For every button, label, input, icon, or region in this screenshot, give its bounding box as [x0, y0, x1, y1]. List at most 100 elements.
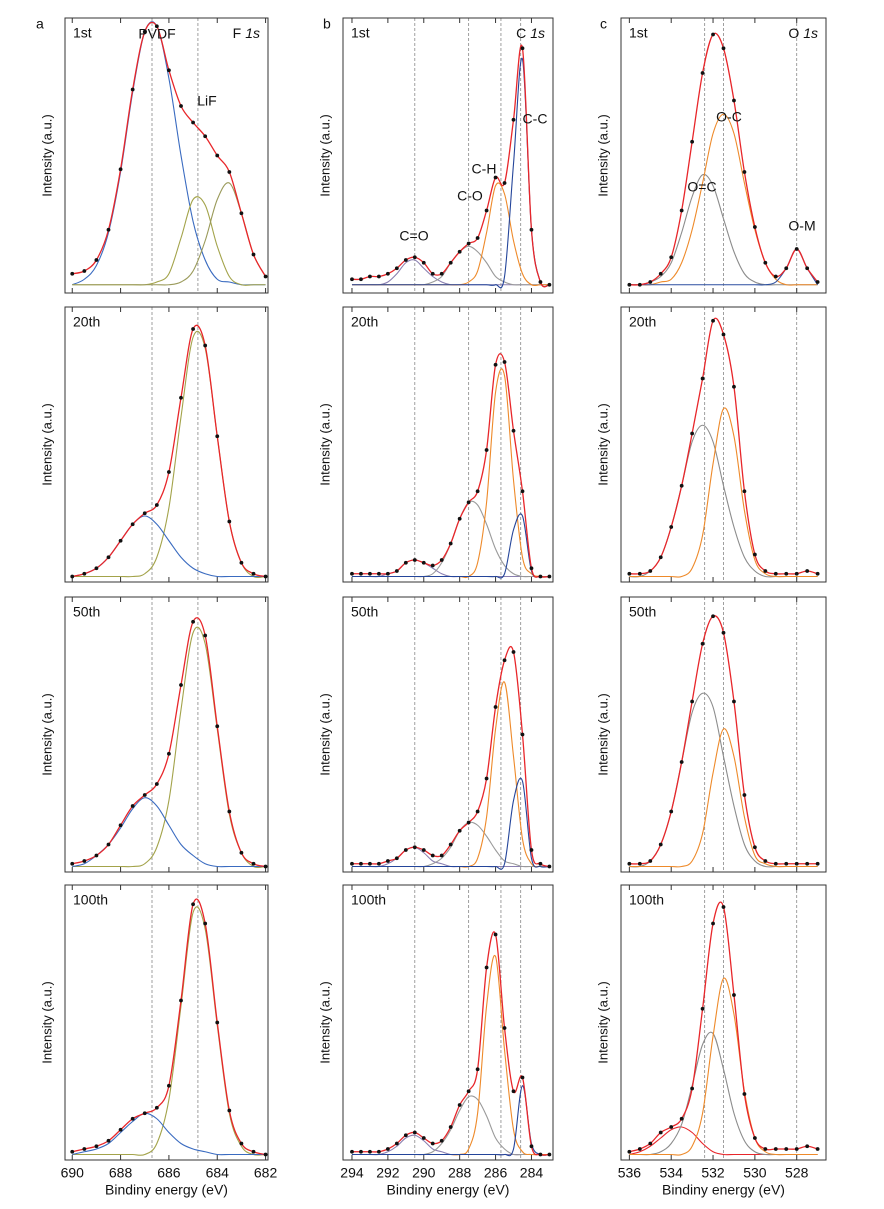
data-point	[752, 1136, 757, 1140]
data-point	[658, 271, 663, 276]
data-point	[118, 1127, 123, 1132]
data-point	[529, 848, 534, 852]
data-point	[239, 211, 244, 216]
data-point	[82, 269, 87, 273]
data-point	[368, 571, 372, 576]
data-point	[412, 845, 417, 850]
data-point	[475, 236, 480, 240]
data-point	[794, 861, 799, 866]
data-point	[742, 1092, 747, 1096]
component-line	[72, 515, 266, 578]
data-point	[263, 274, 268, 279]
data-point	[752, 552, 757, 557]
data-point	[412, 255, 417, 260]
component-line	[351, 182, 550, 287]
data-point	[637, 1147, 642, 1151]
data-point	[493, 362, 498, 367]
data-point	[700, 641, 705, 646]
data-point	[547, 1152, 552, 1157]
core-level: F 1s	[233, 25, 260, 41]
data-point	[648, 280, 653, 284]
component-line	[351, 513, 550, 579]
data-point	[484, 448, 489, 452]
x-axis-label: Bindiny energy (eV)	[387, 1182, 510, 1198]
data-point	[154, 782, 159, 786]
data-point	[106, 1138, 111, 1143]
data-point	[547, 574, 552, 579]
data-point	[502, 181, 507, 185]
data-point	[794, 247, 799, 251]
data-point	[484, 965, 489, 970]
fit-line	[351, 646, 550, 868]
frame	[64, 306, 269, 583]
data-point	[403, 258, 408, 262]
data-point	[106, 227, 111, 232]
data-point	[421, 848, 426, 852]
x-tick-label: 532	[701, 1165, 725, 1181]
data-point	[466, 1089, 471, 1094]
frame	[342, 884, 554, 1161]
element: C	[516, 25, 526, 41]
data-point	[700, 1006, 705, 1011]
data-point	[502, 1026, 507, 1030]
data-point	[690, 1086, 695, 1091]
data-point	[376, 1149, 381, 1154]
data-point	[794, 571, 799, 576]
panel: 294 292 290 288 286 284 100th Intensity (a.u.) B…	[317, 884, 554, 1198]
panel: 50th Intensity (a.u.)	[595, 596, 827, 873]
data-point	[679, 760, 684, 764]
data-point	[721, 630, 726, 635]
data-point	[457, 249, 462, 254]
data-point	[203, 343, 208, 348]
data-point	[350, 571, 354, 576]
y-axis-label: Intensity (a.u.)	[595, 693, 610, 775]
data-point	[742, 489, 747, 494]
data-point	[815, 861, 820, 866]
data-point	[263, 1152, 268, 1157]
fit-line	[72, 324, 266, 578]
data-point	[368, 274, 372, 279]
x-tick-label: 682	[254, 1165, 278, 1181]
data-point	[227, 519, 232, 524]
data-point	[94, 853, 99, 858]
component-line	[351, 777, 550, 870]
data-point	[203, 921, 208, 926]
peak-annotation: C-O	[457, 188, 483, 204]
data-point	[711, 614, 715, 619]
data-point	[154, 503, 159, 507]
data-point	[430, 853, 435, 858]
data-point	[763, 260, 768, 265]
data-point	[385, 571, 390, 576]
data-point	[376, 274, 381, 279]
x-tick-label: 536	[618, 1165, 642, 1181]
panel: 536 534 532 530 528 100th Intensity (a.u.) Bind…	[595, 884, 827, 1198]
fit-line	[351, 931, 550, 1156]
data-point	[70, 1149, 75, 1154]
data-point	[70, 861, 75, 866]
data-point	[690, 431, 695, 436]
panel: 20th Intensity (a.u.)	[595, 306, 827, 583]
data-point	[439, 853, 444, 858]
panel-title: 1st	[351, 25, 370, 41]
data-point	[376, 861, 381, 866]
peak-annotation: O-M	[788, 218, 815, 234]
data-point	[721, 332, 726, 337]
fit-line	[351, 44, 550, 288]
data-point	[493, 932, 498, 937]
panel-title: 50th	[351, 604, 378, 620]
x-tick-label: 286	[484, 1165, 508, 1181]
data-point	[439, 271, 444, 276]
data-point	[82, 571, 87, 576]
data-point	[658, 555, 663, 560]
data-point	[359, 571, 363, 576]
data-point	[239, 560, 244, 565]
data-point	[142, 29, 147, 34]
data-point	[118, 823, 123, 828]
data-point	[679, 483, 684, 488]
data-point	[179, 998, 183, 1003]
data-point	[130, 87, 135, 92]
data-point	[385, 1147, 390, 1151]
data-point	[403, 560, 408, 565]
data-point	[191, 619, 195, 624]
data-point	[130, 804, 135, 808]
